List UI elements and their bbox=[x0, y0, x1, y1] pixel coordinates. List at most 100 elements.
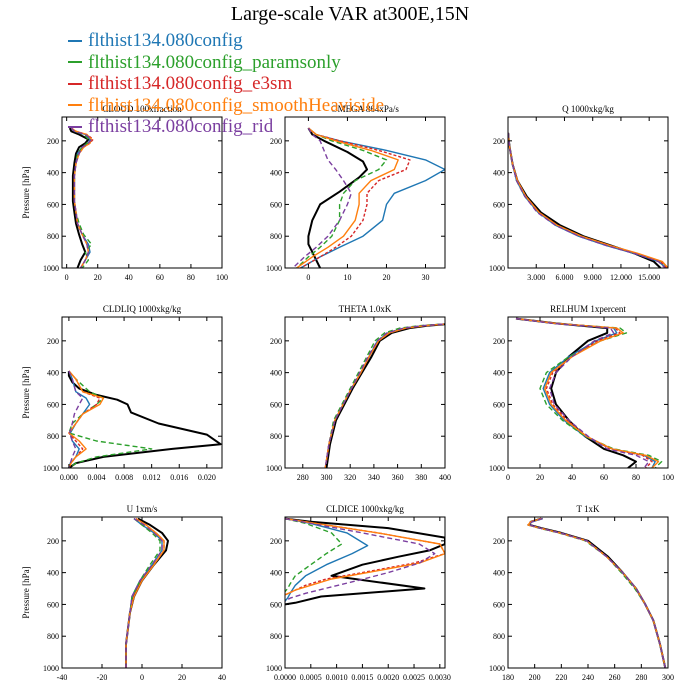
y-tick-label: 800 bbox=[47, 432, 59, 441]
x-tick-label: 180 bbox=[502, 673, 514, 682]
x-tick-label: 20 bbox=[382, 273, 390, 282]
y-tick-label: 1000 bbox=[489, 464, 505, 473]
x-tick-label: 0.020 bbox=[198, 473, 216, 482]
plot-frame bbox=[61, 116, 223, 269]
x-tick-label: 0 bbox=[65, 273, 69, 282]
series-line bbox=[300, 127, 445, 268]
y-tick-label: 1000 bbox=[266, 264, 282, 273]
panel-title: CLDLIQ 1000xkg/kg bbox=[103, 304, 182, 314]
y-tick-label: 800 bbox=[270, 432, 282, 441]
x-tick-label: 0.012 bbox=[143, 473, 161, 482]
panel-title: Q 1000xkg/kg bbox=[562, 104, 614, 114]
series-line bbox=[285, 517, 445, 596]
series-line bbox=[324, 323, 443, 468]
x-tick-label: 0.0005 bbox=[300, 673, 322, 682]
x-tick-label: 220 bbox=[555, 673, 567, 682]
x-tick-label: 9.000 bbox=[584, 273, 602, 282]
x-tick-label: 40 bbox=[568, 473, 576, 482]
x-tick-label: 400 bbox=[439, 473, 451, 482]
series-line bbox=[515, 317, 656, 468]
series-line bbox=[285, 517, 445, 606]
legend-item: flthist134.080config_e3sm bbox=[68, 73, 384, 95]
y-tick-label: 1000 bbox=[43, 264, 59, 273]
panel-title: CLDICE 1000xkg/kg bbox=[326, 504, 404, 514]
y-tick-label: 600 bbox=[47, 600, 59, 609]
series-line bbox=[515, 317, 660, 468]
x-tick-label: 380 bbox=[415, 473, 427, 482]
x-tick-label: 200 bbox=[529, 673, 541, 682]
panel-title: T 1xK bbox=[576, 504, 600, 514]
legend: flthist134.080config flthist134.080confi… bbox=[68, 30, 384, 138]
y-tick-label: 200 bbox=[270, 537, 282, 546]
y-tick-label: 200 bbox=[47, 537, 59, 546]
x-tick-label: 0.008 bbox=[115, 473, 133, 482]
series-line bbox=[70, 127, 93, 268]
legend-label: flthist134.080config_paramsonly bbox=[88, 51, 341, 73]
x-tick-label: 280 bbox=[297, 473, 309, 482]
series-line bbox=[515, 317, 653, 468]
panel-title: RELHUM 1xpercent bbox=[550, 304, 626, 314]
x-tick-label: 0.0000 bbox=[274, 673, 296, 682]
series-line bbox=[125, 518, 163, 668]
series-line bbox=[68, 370, 84, 468]
plot-frame bbox=[507, 316, 669, 469]
y-tick-label: 1000 bbox=[43, 464, 59, 473]
series-line bbox=[508, 132, 667, 268]
x-tick-label: 0.0025 bbox=[403, 673, 425, 682]
y-tick-label: 1000 bbox=[489, 664, 505, 673]
legend-label: flthist134.080config_e3sm bbox=[88, 73, 293, 94]
series-line bbox=[324, 323, 444, 468]
x-tick-label: 300 bbox=[662, 673, 674, 682]
legend-label: flthist134.080config_smoothHeaviside bbox=[88, 94, 385, 116]
y-tick-label: 200 bbox=[493, 537, 505, 546]
legend-label: flthist134.080config bbox=[88, 30, 243, 51]
x-tick-label: 3.000 bbox=[527, 273, 545, 282]
x-tick-label: 0.0020 bbox=[377, 673, 399, 682]
x-tick-label: 0.016 bbox=[170, 473, 188, 482]
y-tick-label: 200 bbox=[493, 137, 505, 146]
y-tick-label: 800 bbox=[47, 232, 59, 241]
x-tick-label: 40 bbox=[218, 673, 226, 682]
x-tick-label: 0.0030 bbox=[429, 673, 451, 682]
y-tick-label: 400 bbox=[47, 369, 59, 378]
y-tick-label: 400 bbox=[493, 369, 505, 378]
panel-title: U 1xm/s bbox=[127, 504, 158, 514]
series-line bbox=[515, 317, 663, 468]
series-line bbox=[125, 518, 165, 668]
x-tick-label: 20 bbox=[178, 673, 186, 682]
legend-item: flthist134.080config_rid bbox=[68, 116, 384, 138]
series-line bbox=[125, 518, 161, 668]
series-line bbox=[527, 517, 666, 668]
plot-frame bbox=[284, 516, 446, 669]
y-axis-label: Pressure [hPa] bbox=[21, 166, 31, 218]
x-tick-label: 80 bbox=[187, 273, 195, 282]
x-tick-label: 0.0010 bbox=[326, 673, 348, 682]
plot-frame bbox=[284, 316, 446, 469]
y-tick-label: 1000 bbox=[266, 464, 282, 473]
series-line bbox=[285, 517, 445, 596]
y-tick-label: 400 bbox=[493, 169, 505, 178]
y-tick-label: 400 bbox=[47, 169, 59, 178]
figure-title: Large-scale VAR at300E,15N bbox=[230, 3, 470, 25]
x-tick-label: 0.0015 bbox=[351, 673, 373, 682]
x-tick-label: 6.000 bbox=[555, 273, 573, 282]
x-tick-label: 100 bbox=[216, 273, 228, 282]
legend-swatch bbox=[68, 61, 82, 64]
x-tick-label: 20 bbox=[536, 473, 544, 482]
legend-item: flthist134.080config bbox=[68, 30, 384, 52]
x-tick-label: 260 bbox=[609, 673, 621, 682]
legend-swatch bbox=[68, 82, 82, 85]
y-tick-label: 800 bbox=[47, 632, 59, 641]
series-line bbox=[527, 517, 666, 668]
series-line bbox=[296, 127, 399, 268]
y-tick-label: 800 bbox=[270, 632, 282, 641]
x-tick-label: 60 bbox=[156, 273, 164, 282]
y-tick-label: 800 bbox=[270, 232, 282, 241]
series-line bbox=[528, 517, 667, 668]
series-line bbox=[508, 132, 666, 268]
x-tick-label: 100 bbox=[662, 473, 674, 482]
y-tick-label: 600 bbox=[493, 400, 505, 409]
legend-swatch bbox=[68, 39, 82, 42]
legend-item: flthist134.080config_paramsonly bbox=[68, 52, 384, 74]
y-tick-label: 400 bbox=[270, 369, 282, 378]
